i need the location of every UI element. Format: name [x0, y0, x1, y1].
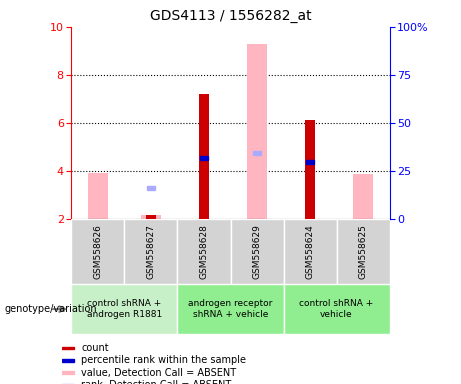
Bar [253, 151, 261, 155]
Bar [147, 186, 155, 190]
Bar [146, 215, 156, 219]
Text: GSM558624: GSM558624 [306, 224, 314, 279]
Bar [62, 346, 74, 349]
Text: androgen receptor
shRNA + vehicle: androgen receptor shRNA + vehicle [188, 300, 273, 319]
Bar [62, 371, 74, 374]
Bar [200, 157, 208, 161]
Text: rank, Detection Call = ABSENT: rank, Detection Call = ABSENT [81, 381, 231, 384]
Bar [199, 94, 209, 219]
Bar [247, 44, 267, 219]
Title: GDS4113 / 1556282_at: GDS4113 / 1556282_at [150, 9, 311, 23]
Text: GSM558629: GSM558629 [253, 224, 261, 279]
Text: value, Detection Call = ABSENT: value, Detection Call = ABSENT [81, 368, 236, 378]
Bar [306, 160, 314, 164]
Text: genotype/variation: genotype/variation [5, 304, 97, 314]
Text: percentile rank within the sample: percentile rank within the sample [81, 356, 246, 366]
Bar [353, 174, 373, 219]
Bar [177, 284, 284, 334]
Text: GSM558628: GSM558628 [200, 224, 208, 279]
Bar [71, 284, 177, 334]
Text: control shRNA +
androgen R1881: control shRNA + androgen R1881 [87, 300, 162, 319]
Text: control shRNA +
vehicle: control shRNA + vehicle [299, 300, 374, 319]
Bar [305, 121, 315, 219]
Bar [62, 359, 74, 362]
Bar [124, 219, 177, 284]
Bar [337, 219, 390, 284]
Text: count: count [81, 343, 109, 353]
Text: GSM558625: GSM558625 [359, 224, 367, 279]
Bar [284, 219, 337, 284]
Bar [177, 219, 230, 284]
Bar [141, 215, 161, 219]
Text: GSM558627: GSM558627 [147, 224, 155, 279]
Bar [71, 219, 124, 284]
Bar [230, 219, 284, 284]
Bar [284, 284, 390, 334]
Bar [88, 173, 108, 219]
Text: GSM558626: GSM558626 [94, 224, 102, 279]
